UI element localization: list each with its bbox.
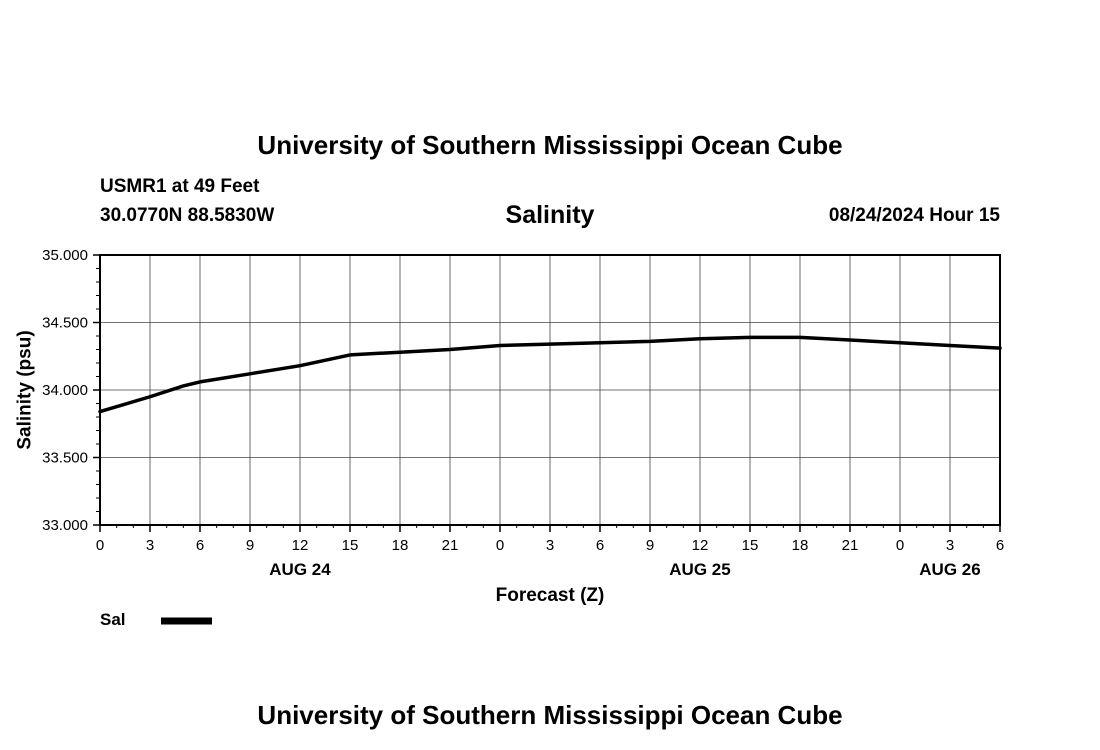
date-label: AUG 26 [919, 560, 980, 579]
x-tick-label: 9 [246, 537, 254, 554]
x-tick-label: 12 [692, 537, 709, 554]
page-title: University of Southern Mississippi Ocean… [257, 130, 843, 160]
date-label: AUG 25 [669, 560, 730, 579]
x-tick-label: 15 [742, 537, 759, 554]
x-tick-label: 6 [996, 537, 1004, 554]
series-layer [98, 335, 1002, 414]
y-tick-label: 34.500 [42, 315, 88, 332]
forecast-datetime: 08/24/2024 Hour 15 [828, 205, 1000, 226]
x-tick-label: 21 [442, 537, 459, 554]
legend: Sal [100, 610, 212, 629]
y-tick-label: 33.000 [42, 517, 88, 534]
x-tick-label: 0 [496, 537, 504, 554]
x-tick-label: 0 [96, 537, 104, 554]
x-tick-label: 6 [196, 537, 204, 554]
series-line-sal [98, 335, 1002, 414]
coordinates-label: 30.0770N 88.5830W [100, 205, 275, 226]
x-tick-label: 6 [596, 537, 604, 554]
y-tick-label: 35.000 [42, 247, 88, 264]
y-axis-label: Salinity (psu) [15, 330, 36, 449]
grid-lines [99, 254, 1001, 526]
x-axis-label: Forecast (Z) [496, 585, 605, 606]
x-tick-label: 21 [842, 537, 859, 554]
x-tick-label: 3 [146, 537, 154, 554]
x-tick-label: 3 [946, 537, 954, 554]
x-tick-label: 15 [342, 537, 359, 554]
station-label: USMR1 at 49 Feet [100, 176, 260, 197]
x-tick-label: 18 [792, 537, 809, 554]
axis-ticks: 0 3 6 9 12 15 18 21 0 3 6 9 12 15 18 21 0 3 6 33.000 33.500 3… [42, 247, 1004, 579]
chart-title: Salinity [505, 201, 595, 229]
y-tick-label: 33.500 [42, 450, 88, 467]
x-tick-label: 3 [546, 537, 554, 554]
date-label: AUG 24 [269, 560, 331, 579]
legend-label-sal: Sal [100, 610, 126, 629]
x-tick-label: 9 [646, 537, 654, 554]
x-tick-label: 18 [392, 537, 409, 554]
x-tick-label: 12 [292, 537, 309, 554]
x-tick-label: 0 [896, 537, 904, 554]
footer-title: University of Southern Mississippi Ocean… [257, 700, 843, 730]
y-tick-label: 34.000 [42, 382, 88, 399]
